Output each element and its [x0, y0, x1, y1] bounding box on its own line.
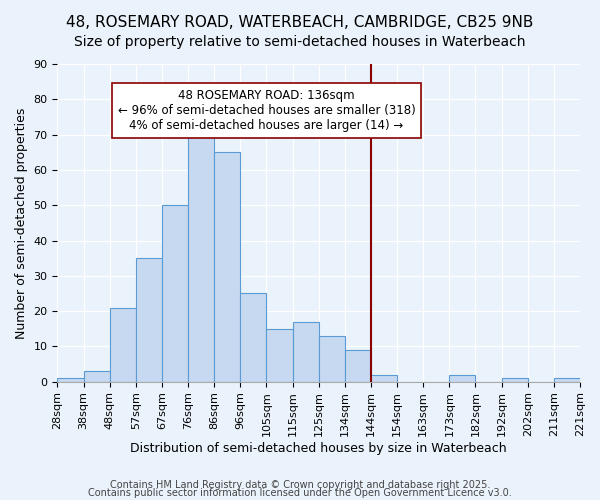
Bar	[319, 336, 345, 382]
Bar	[502, 378, 528, 382]
Bar	[214, 152, 241, 382]
Bar	[266, 329, 293, 382]
Bar	[162, 205, 188, 382]
Bar	[58, 378, 83, 382]
Bar	[83, 371, 110, 382]
Y-axis label: Number of semi-detached properties: Number of semi-detached properties	[15, 107, 28, 338]
Bar	[136, 258, 162, 382]
Text: 48 ROSEMARY ROAD: 136sqm
← 96% of semi-detached houses are smaller (318)
4% of s: 48 ROSEMARY ROAD: 136sqm ← 96% of semi-d…	[118, 88, 415, 132]
Bar	[371, 374, 397, 382]
Bar	[293, 322, 319, 382]
Text: 48, ROSEMARY ROAD, WATERBEACH, CAMBRIDGE, CB25 9NB: 48, ROSEMARY ROAD, WATERBEACH, CAMBRIDGE…	[67, 15, 533, 30]
Bar	[554, 378, 580, 382]
Text: Contains public sector information licensed under the Open Government Licence v3: Contains public sector information licen…	[88, 488, 512, 498]
Bar	[188, 124, 214, 382]
Text: Size of property relative to semi-detached houses in Waterbeach: Size of property relative to semi-detach…	[74, 35, 526, 49]
Bar	[449, 374, 475, 382]
Bar	[345, 350, 371, 382]
Text: Contains HM Land Registry data © Crown copyright and database right 2025.: Contains HM Land Registry data © Crown c…	[110, 480, 490, 490]
X-axis label: Distribution of semi-detached houses by size in Waterbeach: Distribution of semi-detached houses by …	[130, 442, 507, 455]
Bar	[110, 308, 136, 382]
Bar	[241, 294, 266, 382]
